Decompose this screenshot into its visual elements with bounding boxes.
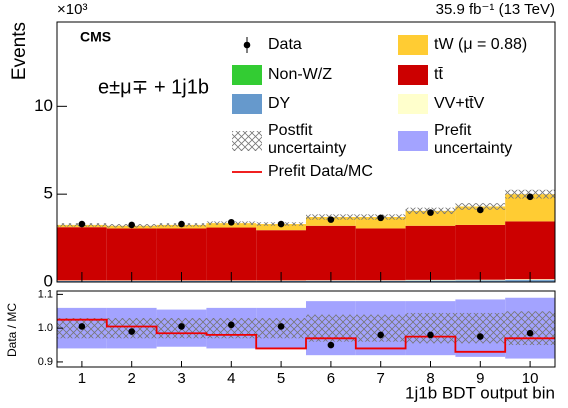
legend-label: DY bbox=[268, 95, 291, 112]
cms-label: CMS bbox=[80, 29, 111, 45]
legend-label: tt̄ bbox=[434, 66, 443, 83]
x-tick-label: 2 bbox=[128, 370, 136, 387]
legend-swatch bbox=[232, 94, 262, 114]
x-tick-label: 3 bbox=[177, 370, 185, 387]
legend-swatch bbox=[398, 131, 428, 151]
ratio-y-axis-label: Data / MC bbox=[5, 303, 19, 357]
legend-swatch bbox=[398, 35, 428, 55]
ratio-band bbox=[306, 314, 356, 342]
data-point bbox=[128, 221, 135, 229]
x-tick-label: 8 bbox=[426, 370, 434, 387]
ratio-point bbox=[477, 333, 484, 340]
stack-segment bbox=[455, 206, 506, 225]
ratio-point bbox=[228, 321, 235, 329]
stack-segment bbox=[156, 228, 207, 281]
lumi-label: 35.9 fb⁻¹ (13 TeV) bbox=[436, 1, 555, 18]
legend-label: Prefit uncertainty bbox=[434, 122, 512, 157]
stack-segment bbox=[206, 227, 257, 281]
stack-segment bbox=[57, 227, 107, 281]
data-point bbox=[477, 206, 484, 214]
ratio-point bbox=[178, 323, 185, 330]
legend-swatch bbox=[398, 65, 428, 85]
ratio-band bbox=[405, 312, 456, 344]
ratio-band bbox=[505, 311, 555, 346]
data-point bbox=[277, 220, 285, 228]
y-tick-label: 5 bbox=[44, 184, 53, 203]
stack-segment bbox=[355, 217, 406, 229]
ratio-point bbox=[377, 331, 385, 339]
channel-label: e±μ∓ + 1j1b bbox=[98, 76, 209, 98]
data-point bbox=[178, 220, 185, 228]
legend-label: VV+tt̄V bbox=[434, 95, 485, 112]
y-axis-label: Events bbox=[9, 22, 30, 80]
stack-segment bbox=[106, 228, 157, 281]
ratio-point bbox=[427, 331, 434, 339]
data-point bbox=[327, 216, 335, 223]
legend-label: Non-W/Z bbox=[268, 66, 332, 83]
x-tick-label: 4 bbox=[227, 370, 235, 387]
data-point bbox=[377, 214, 385, 222]
data-point bbox=[78, 220, 86, 228]
data-point bbox=[526, 193, 534, 201]
prefit-ratio-line bbox=[57, 318, 555, 353]
legend-swatch bbox=[232, 65, 262, 85]
ratio-point bbox=[78, 323, 86, 330]
stack-segment bbox=[306, 225, 356, 281]
plot-frame bbox=[56, 21, 556, 283]
ratio-point bbox=[327, 341, 335, 349]
y-multiplier: ×10³ bbox=[57, 1, 87, 18]
x-tick-label: 10 bbox=[522, 370, 539, 387]
ratio-point bbox=[277, 323, 285, 330]
uncertainty-band bbox=[455, 203, 506, 210]
stack-segment bbox=[405, 210, 456, 226]
x-tick-label: 9 bbox=[476, 370, 484, 387]
x-tick-label: 6 bbox=[327, 370, 335, 387]
legend-label: Postfit uncertainty bbox=[268, 122, 346, 157]
y-tick-label: 1.1 bbox=[38, 288, 53, 300]
legend-label: Prefit Data/MC bbox=[268, 163, 373, 180]
x-tick-label: 7 bbox=[377, 370, 385, 387]
stack-segment bbox=[505, 221, 555, 280]
y-tick-label: 0 bbox=[44, 271, 53, 290]
y-tick-label: 1.0 bbox=[38, 322, 53, 334]
legend-swatch bbox=[398, 94, 428, 114]
data-point bbox=[228, 218, 235, 226]
stack-segment bbox=[455, 224, 506, 280]
legend-label: tW (μ = 0.88) bbox=[434, 36, 527, 53]
ratio-point bbox=[526, 329, 534, 337]
stack-segment bbox=[405, 225, 456, 280]
data-point bbox=[427, 209, 434, 216]
y-tick-label: 0.9 bbox=[38, 356, 53, 368]
ratio-band bbox=[106, 318, 157, 339]
x-axis-label: 1j1b BDT output bin bbox=[405, 383, 555, 402]
legend-label: Data bbox=[268, 36, 302, 53]
plot-frame bbox=[56, 290, 556, 368]
y-tick-label: 10 bbox=[34, 96, 53, 115]
ratio-band bbox=[206, 318, 257, 339]
ratio-point bbox=[128, 328, 135, 335]
x-tick-label: 5 bbox=[277, 370, 285, 387]
legend-swatch bbox=[232, 131, 262, 151]
x-tick-label: 1 bbox=[78, 370, 86, 387]
stack-segment bbox=[355, 228, 406, 281]
